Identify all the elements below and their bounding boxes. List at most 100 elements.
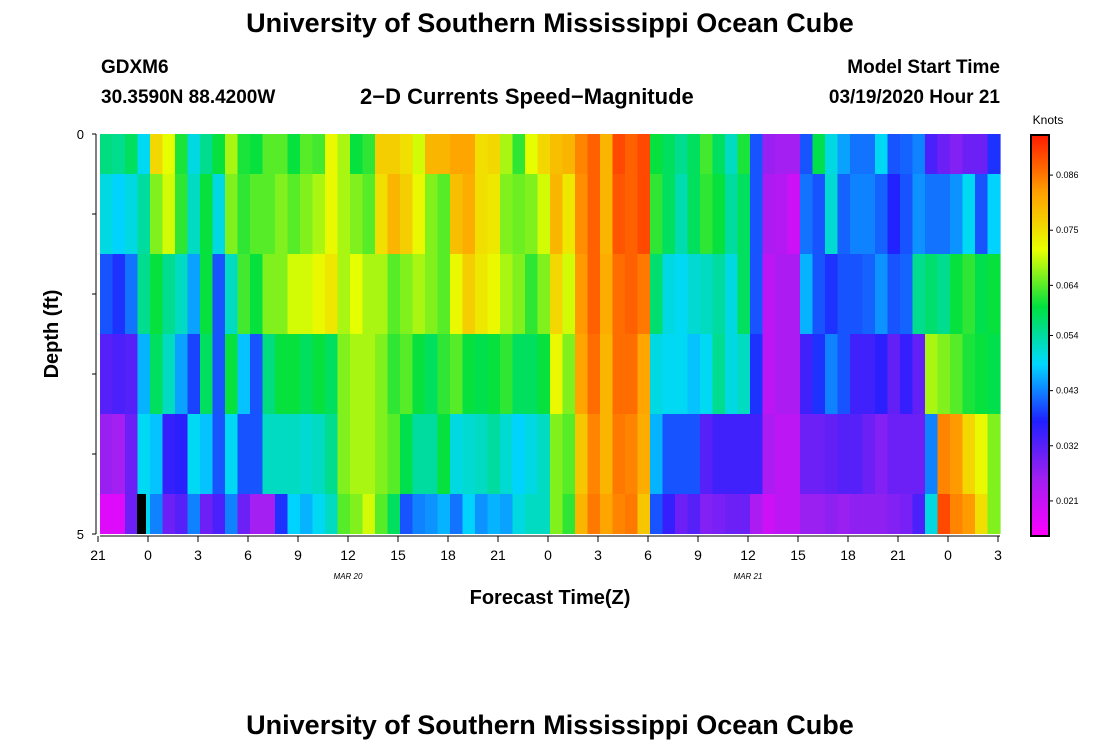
heat-cell — [900, 254, 914, 334]
heat-cell — [550, 414, 564, 494]
heat-cell — [737, 334, 751, 414]
heat-cell — [537, 254, 551, 334]
heat-cell — [662, 134, 676, 174]
heat-cell — [862, 414, 876, 494]
x-tick-label: 6 — [644, 547, 652, 563]
heat-cell — [125, 494, 139, 534]
colorbar-label: Knots — [1033, 113, 1064, 127]
heat-cell — [487, 254, 501, 334]
heat-cell — [787, 134, 801, 174]
heat-cell — [812, 174, 826, 254]
heat-cell — [737, 414, 751, 494]
heat-cell — [775, 254, 789, 334]
heat-cell — [150, 334, 164, 414]
heat-cell — [875, 414, 889, 494]
heat-cell — [900, 414, 914, 494]
heat-cell — [825, 174, 839, 254]
heat-cell — [437, 494, 451, 534]
heat-cell — [425, 134, 439, 174]
heat-cell — [725, 134, 739, 174]
heat-cell — [162, 134, 176, 174]
heat-cell — [800, 494, 814, 534]
heat-cell — [350, 334, 364, 414]
heat-cell — [712, 134, 726, 174]
heat-cell — [487, 414, 501, 494]
heat-cell — [212, 254, 226, 334]
heat-cell — [125, 334, 139, 414]
heat-cell — [900, 134, 914, 174]
heat-cell — [275, 414, 289, 494]
heat-cell — [375, 334, 389, 414]
heat-cell — [137, 334, 151, 414]
heat-cell — [162, 414, 176, 494]
heat-cell — [750, 494, 764, 534]
heat-cell — [175, 174, 189, 254]
heat-cell — [950, 174, 964, 254]
heat-cell — [500, 134, 514, 174]
heat-cell — [637, 334, 651, 414]
heat-cell — [412, 414, 426, 494]
heat-cell — [562, 334, 576, 414]
heat-cell — [287, 494, 301, 534]
heat-cell — [800, 414, 814, 494]
heat-cell — [125, 254, 139, 334]
heat-cell — [887, 414, 901, 494]
heat-cell — [837, 134, 851, 174]
heat-cell — [337, 414, 351, 494]
heat-cell — [925, 494, 939, 534]
heat-cell — [912, 174, 926, 254]
heat-cell — [187, 134, 201, 174]
y-tick-label: 0 — [77, 127, 84, 142]
heat-cell — [425, 254, 439, 334]
heat-cell — [650, 174, 664, 254]
heat-cell — [350, 494, 364, 534]
heat-cell — [362, 334, 376, 414]
heat-cell — [712, 414, 726, 494]
heat-cell — [812, 134, 826, 174]
heat-cell — [375, 134, 389, 174]
heat-cell — [500, 414, 514, 494]
heat-cell — [537, 134, 551, 174]
heat-cell — [362, 134, 376, 174]
heat-cell — [337, 134, 351, 174]
heat-cell — [350, 414, 364, 494]
heat-cell — [187, 174, 201, 254]
heat-cell — [400, 134, 414, 174]
heat-cell — [150, 174, 164, 254]
heat-cell — [575, 174, 589, 254]
x-tick-label: 9 — [294, 547, 302, 563]
heat-cell — [912, 254, 926, 334]
heat-cell — [875, 494, 889, 534]
heatmap-chart: 0 5 21 0 3 6 9 12 15 18 21 0 3 6 9 12 15 18 21 0 3 MAR 20 MAR … — [41, 113, 1079, 609]
heat-cell — [887, 254, 901, 334]
heat-cell — [475, 134, 489, 174]
heat-cell — [362, 254, 376, 334]
heat-cell — [862, 254, 876, 334]
heat-cell — [212, 334, 226, 414]
heat-cell — [637, 254, 651, 334]
heat-cell — [400, 494, 414, 534]
heat-cell — [750, 254, 764, 334]
heat-cell — [137, 134, 151, 174]
heat-cell — [487, 334, 501, 414]
heat-cell — [962, 334, 976, 414]
heat-cell — [562, 174, 576, 254]
heat-cell — [950, 414, 964, 494]
colorbar: 0.086 0.075 0.064 0.054 0.043 0.032 0.021 — [1030, 134, 1079, 537]
heat-cell — [412, 334, 426, 414]
heat-cell — [950, 134, 964, 174]
heat-cell — [587, 414, 601, 494]
heat-cell — [300, 134, 314, 174]
heat-cell — [662, 174, 676, 254]
heat-cell — [800, 334, 814, 414]
heat-cell — [237, 494, 251, 534]
heat-cell — [400, 174, 414, 254]
heat-cell — [650, 134, 664, 174]
heat-cell — [287, 134, 301, 174]
heat-cell — [387, 334, 401, 414]
heat-cell — [262, 174, 276, 254]
heat-cell — [812, 334, 826, 414]
heat-cell — [425, 174, 439, 254]
heat-cell — [687, 334, 701, 414]
heat-cell — [512, 134, 526, 174]
